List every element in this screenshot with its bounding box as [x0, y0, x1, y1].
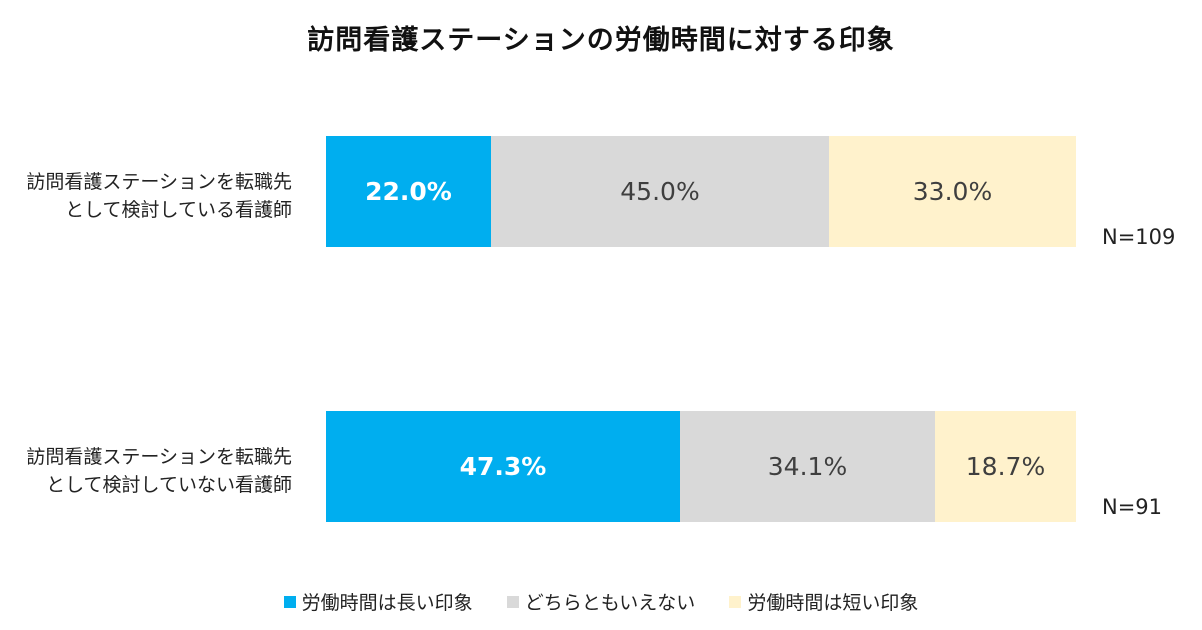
sample-size-label: N=91: [1102, 495, 1163, 519]
legend-swatch: [283, 595, 296, 608]
chart-legend: 労働時間は長い印象 どちらともいえない 労働時間は短い印象: [0, 588, 1202, 615]
bar-segment: 45.0%: [491, 136, 829, 247]
bar-segment: 18.7%: [935, 411, 1076, 522]
data-label: 33.0%: [912, 177, 993, 206]
legend-item: 労働時間は長い印象: [283, 588, 473, 615]
data-label: 34.1%: [767, 452, 848, 481]
data-label: 47.3%: [459, 452, 547, 481]
bar-row: 47.3% 34.1% 18.7%: [326, 411, 1076, 522]
sample-size-label: N=109: [1102, 225, 1176, 249]
category-label-line: 訪問看護ステーションを転職先: [26, 446, 292, 468]
bar-segment: 33.0%: [829, 136, 1076, 247]
category-label: 訪問看護ステーションを転職先として検討していない看護師: [0, 443, 292, 499]
data-label: 45.0%: [620, 177, 700, 206]
legend-label: 労働時間は短い印象: [747, 592, 919, 614]
legend-item: どちらともいえない: [506, 588, 696, 615]
legend-label: 労働時間は長い印象: [301, 592, 473, 614]
category-label: 訪問看護ステーションを転職先として検討している看護師: [0, 168, 292, 224]
category-label-line: として検討していない看護師: [46, 474, 292, 496]
bar-row: 22.0% 45.0% 33.0%: [326, 136, 1076, 247]
chart-title: 訪問看護ステーションの労働時間に対する印象: [307, 25, 895, 56]
data-label: 22.0%: [365, 177, 452, 206]
bar-segment: 22.0%: [326, 136, 491, 247]
data-label: 18.7%: [965, 452, 1046, 481]
category-label-line: 訪問看護ステーションを転職先: [26, 171, 292, 193]
category-label-line: として検討している看護師: [65, 199, 292, 221]
bar-segment: 34.1%: [680, 411, 935, 522]
legend-item: 労働時間は短い印象: [729, 588, 918, 615]
bar-segment: 47.3%: [326, 411, 680, 522]
legend-swatch: [729, 595, 742, 608]
legend-swatch: [506, 595, 519, 608]
legend-label: どちらともいえない: [524, 592, 696, 614]
